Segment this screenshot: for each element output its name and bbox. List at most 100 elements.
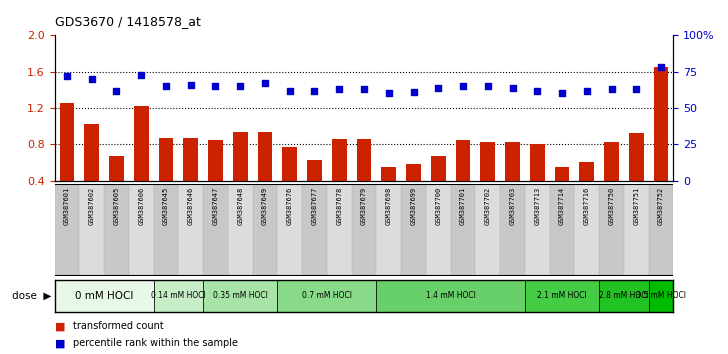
- Text: GSM387645: GSM387645: [163, 187, 169, 225]
- Bar: [60, 103, 74, 181]
- Text: 0.14 mM HOCl: 0.14 mM HOCl: [151, 291, 206, 300]
- Text: GSM387713: GSM387713: [534, 187, 540, 225]
- Text: ■: ■: [55, 338, 65, 348]
- Point: [210, 83, 221, 89]
- Bar: [208, 140, 223, 181]
- Text: GSM387605: GSM387605: [114, 187, 119, 225]
- Text: 0 mM HOCl: 0 mM HOCl: [75, 291, 133, 301]
- Bar: [456, 140, 470, 181]
- Text: GSM387647: GSM387647: [213, 187, 218, 225]
- Point: [111, 88, 122, 93]
- Bar: [480, 142, 495, 181]
- Bar: [109, 156, 124, 181]
- Bar: [277, 184, 302, 276]
- Point: [606, 86, 617, 92]
- Text: GSM387750: GSM387750: [609, 187, 614, 225]
- Bar: [525, 184, 550, 276]
- Bar: [307, 160, 322, 181]
- Text: GSM387702: GSM387702: [485, 187, 491, 225]
- Bar: [376, 280, 525, 312]
- Bar: [649, 184, 673, 276]
- Text: GSM387700: GSM387700: [435, 187, 441, 225]
- Text: GSM387679: GSM387679: [361, 187, 367, 225]
- Point: [556, 91, 568, 96]
- Bar: [649, 280, 673, 312]
- Point: [234, 83, 246, 89]
- Bar: [228, 184, 253, 276]
- Point: [507, 85, 518, 91]
- Point: [284, 88, 296, 93]
- Bar: [134, 106, 149, 181]
- Text: 2.1 mM HOCl: 2.1 mM HOCl: [537, 291, 587, 300]
- Bar: [129, 184, 154, 276]
- Bar: [599, 280, 649, 312]
- Bar: [352, 184, 376, 276]
- Point: [86, 76, 98, 82]
- Bar: [178, 184, 203, 276]
- Point: [185, 82, 197, 87]
- Point: [61, 73, 73, 79]
- Text: GSM387716: GSM387716: [584, 187, 590, 225]
- Bar: [253, 184, 277, 276]
- Bar: [277, 280, 376, 312]
- Bar: [203, 280, 277, 312]
- Bar: [381, 167, 396, 181]
- Text: percentile rank within the sample: percentile rank within the sample: [73, 338, 238, 348]
- Point: [581, 88, 593, 93]
- Bar: [282, 147, 297, 181]
- Bar: [525, 280, 599, 312]
- Text: 3.5 mM HOCl: 3.5 mM HOCl: [636, 291, 686, 300]
- Point: [457, 83, 469, 89]
- Text: GSM387701: GSM387701: [460, 187, 466, 225]
- Text: GSM387601: GSM387601: [64, 187, 70, 225]
- Bar: [574, 184, 599, 276]
- Point: [309, 88, 320, 93]
- Text: GSM387676: GSM387676: [287, 187, 293, 225]
- Point: [432, 85, 444, 91]
- Text: GSM387714: GSM387714: [559, 187, 565, 225]
- Bar: [406, 164, 421, 181]
- Text: GDS3670 / 1418578_at: GDS3670 / 1418578_at: [55, 15, 200, 28]
- Text: GSM387678: GSM387678: [336, 187, 342, 225]
- Bar: [327, 184, 352, 276]
- Text: GSM387646: GSM387646: [188, 187, 194, 225]
- Bar: [530, 144, 545, 181]
- Text: GSM387606: GSM387606: [138, 187, 144, 225]
- Point: [383, 91, 395, 96]
- Bar: [629, 133, 644, 181]
- Text: GSM387648: GSM387648: [237, 187, 243, 225]
- Bar: [79, 184, 104, 276]
- Bar: [505, 142, 520, 181]
- Bar: [451, 184, 475, 276]
- Point: [482, 83, 494, 89]
- Text: GSM387698: GSM387698: [386, 187, 392, 225]
- Bar: [159, 138, 173, 181]
- Text: transformed count: transformed count: [73, 321, 164, 331]
- Bar: [332, 139, 347, 181]
- Bar: [431, 156, 446, 181]
- Text: GSM387677: GSM387677: [312, 187, 317, 225]
- Bar: [183, 138, 198, 181]
- Bar: [500, 184, 525, 276]
- Point: [259, 80, 271, 86]
- Text: 2.8 mM HOCl: 2.8 mM HOCl: [599, 291, 649, 300]
- Point: [135, 72, 147, 78]
- Bar: [154, 184, 178, 276]
- Text: 1.4 mM HOCl: 1.4 mM HOCl: [426, 291, 475, 300]
- Bar: [624, 184, 649, 276]
- Bar: [599, 184, 624, 276]
- Text: GSM387752: GSM387752: [658, 187, 664, 225]
- Text: GSM387602: GSM387602: [89, 187, 95, 225]
- Text: dose  ▶: dose ▶: [12, 291, 51, 301]
- Text: GSM387699: GSM387699: [411, 187, 416, 225]
- Bar: [550, 184, 574, 276]
- Bar: [233, 132, 248, 181]
- Bar: [302, 184, 327, 276]
- Text: GSM387751: GSM387751: [633, 187, 639, 225]
- Bar: [104, 184, 129, 276]
- Bar: [426, 184, 451, 276]
- Point: [630, 86, 642, 92]
- Point: [408, 89, 419, 95]
- Bar: [401, 184, 426, 276]
- Bar: [55, 184, 79, 276]
